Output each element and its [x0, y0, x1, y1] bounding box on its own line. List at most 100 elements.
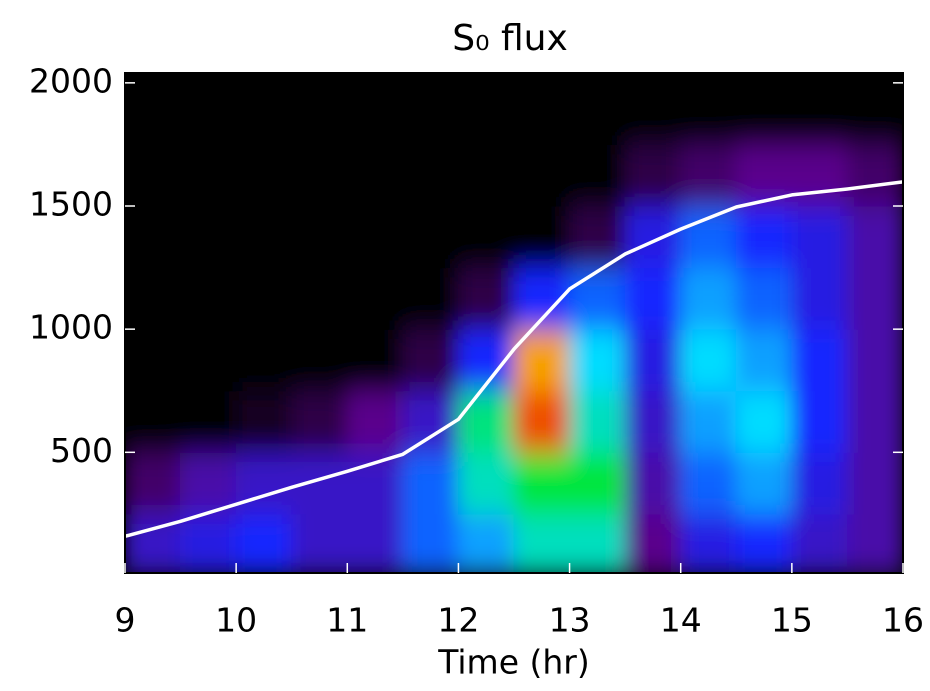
heat-cell	[346, 82, 404, 145]
y-tick-label: 1500	[29, 185, 113, 224]
heat-cell	[180, 451, 237, 515]
heat-cell	[180, 143, 237, 207]
heat-cell	[402, 390, 459, 453]
heat-cell	[457, 451, 515, 515]
heat-cell	[846, 82, 903, 145]
heat-cell	[457, 205, 515, 269]
heat-cell	[791, 513, 848, 573]
heat-cell	[402, 82, 459, 145]
x-tick-label: 9	[115, 601, 136, 640]
heat-cell	[680, 143, 737, 207]
heat-cell	[125, 205, 182, 269]
heat-cell	[735, 451, 793, 515]
y-tick-label: 2000	[29, 61, 113, 100]
heat-cell	[680, 513, 737, 573]
heat-cell	[180, 513, 237, 573]
heat-cell	[513, 143, 571, 207]
x-tick-label: 13	[549, 601, 591, 640]
heat-cell	[624, 513, 682, 573]
x-tick-label: 10	[215, 601, 257, 640]
plot-frame	[124, 72, 904, 574]
heat-cell	[513, 513, 571, 573]
heat-cell	[235, 390, 293, 453]
heat-cell	[846, 390, 903, 453]
heat-cell	[235, 205, 293, 269]
heat-cell	[125, 82, 182, 145]
heat-cell	[735, 82, 793, 145]
heat-cell	[513, 82, 571, 145]
heat-cell	[846, 328, 903, 392]
heat-cell	[846, 267, 903, 330]
heat-cell	[680, 267, 737, 330]
heat-cell	[569, 267, 626, 330]
heat-cell	[346, 205, 404, 269]
heat-cell	[513, 205, 571, 269]
heat-cell	[569, 451, 626, 515]
heat-cell	[402, 513, 459, 573]
heat-cell	[680, 205, 737, 269]
x-axis-label: Time (hr)	[437, 643, 589, 682]
heat-cell	[180, 82, 237, 145]
heat-cell	[457, 267, 515, 330]
heat-cell	[735, 328, 793, 392]
heat-cell	[846, 143, 903, 207]
heat-cell	[846, 205, 903, 269]
heat-cell	[791, 143, 848, 207]
heat-cell	[402, 328, 459, 392]
x-tick-label: 16	[882, 601, 924, 640]
heat-cell	[125, 390, 182, 453]
heat-cell	[291, 328, 348, 392]
heat-cell	[291, 267, 348, 330]
heat-cell	[457, 390, 515, 453]
heat-cell	[235, 82, 293, 145]
chart-title: S₀ flux	[452, 18, 568, 59]
heat-cell	[569, 82, 626, 145]
heat-cell	[735, 267, 793, 330]
heat-cell	[846, 451, 903, 515]
heat-cell	[680, 82, 737, 145]
heat-cell	[680, 328, 737, 392]
heat-cell	[291, 143, 348, 207]
heat-cell	[680, 451, 737, 515]
x-tick-label: 14	[660, 601, 702, 640]
heat-cell	[624, 328, 682, 392]
heat-cell	[457, 82, 515, 145]
heat-cell	[346, 390, 404, 453]
heat-cell	[624, 205, 682, 269]
heat-cell	[402, 267, 459, 330]
x-tick-label: 15	[771, 601, 813, 640]
heat-cell	[735, 513, 793, 573]
heat-cell	[235, 451, 293, 515]
data-line	[125, 180, 903, 538]
y-tick-label: 1000	[29, 308, 113, 347]
heat-cell	[846, 513, 903, 573]
heat-cell	[791, 328, 848, 392]
x-tick-label: 11	[326, 601, 368, 640]
heatmap	[125, 82, 903, 573]
heat-cell	[791, 390, 848, 453]
heat-cell	[180, 328, 237, 392]
heat-cell	[291, 513, 348, 573]
heat-cell	[180, 205, 237, 269]
heat-cell	[402, 205, 459, 269]
heat-cell	[291, 390, 348, 453]
heat-cell	[125, 143, 182, 207]
heat-cell	[791, 267, 848, 330]
heat-cell	[235, 328, 293, 392]
heat-cell	[513, 451, 571, 515]
heat-cell	[791, 451, 848, 515]
heat-cell	[291, 451, 348, 515]
heat-cell	[457, 143, 515, 207]
heat-cell	[291, 205, 348, 269]
heat-cell	[624, 82, 682, 145]
heat-cell	[346, 143, 404, 207]
heat-cell	[791, 82, 848, 145]
line-layer	[125, 180, 903, 538]
heat-cell	[235, 513, 293, 573]
heat-cell	[569, 390, 626, 453]
heat-cell	[180, 267, 237, 330]
heat-cell	[735, 205, 793, 269]
heat-cell	[402, 143, 459, 207]
heat-cell	[125, 451, 182, 515]
